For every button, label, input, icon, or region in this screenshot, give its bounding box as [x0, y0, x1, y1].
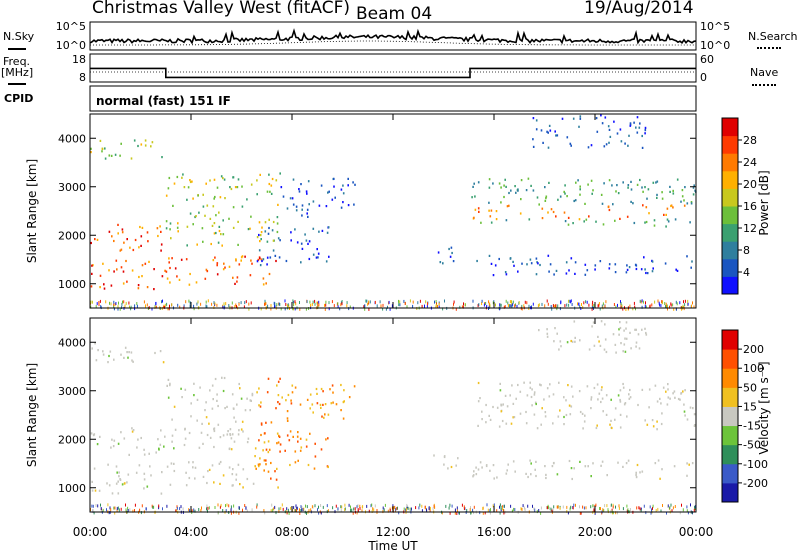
colorbar-tick: 4 [743, 266, 750, 279]
y-tick-label: 4000 [58, 336, 86, 349]
noise-panel-frame [89, 21, 697, 51]
power-panel-frame [89, 113, 697, 309]
nave-label: Nave [750, 66, 779, 79]
freq-yticks: 18 60 8 0 [72, 53, 714, 84]
x-tick-label: 08:00 [275, 525, 310, 539]
velocity-heatmap-cells [90, 320, 696, 515]
y-tick-label: 2000 [58, 433, 86, 446]
velocity-yticks: 1000 2000 3000 4000 [58, 336, 696, 495]
noise-yticks: 10^5 10^5 10^0 10^0 [56, 20, 730, 52]
colorbar-tick: 16 [743, 200, 757, 213]
x-axis-label: Time UT [367, 539, 418, 553]
y-tick-label: 4000 [58, 132, 86, 145]
nsearch-label: N.Search [748, 30, 798, 43]
x-tick-label: 00:00 [679, 525, 714, 539]
y-tick-label: 1000 [58, 482, 86, 495]
colorbar-tick: -100 [743, 458, 768, 471]
x-tick-label: 04:00 [174, 525, 209, 539]
x-tick-label: 00:00 [73, 525, 108, 539]
colorbar-tick: -200 [743, 477, 768, 490]
colorbar-tick: 15 [743, 400, 757, 413]
side-tick-right: 0 [700, 71, 707, 84]
colorbar-tick: 8 [743, 244, 750, 257]
y-tick-label: 3000 [58, 385, 86, 398]
cpid-label: CPID [4, 92, 34, 105]
mhz-label: [MHz] [1, 66, 34, 79]
freq-legend-line [8, 83, 26, 85]
nsky-label: N.Sky [3, 30, 35, 43]
freq-line [90, 67, 696, 79]
power-heatmap-cells [90, 114, 697, 311]
beam-label: Beam 04 [356, 4, 433, 24]
freq-label: Freq. [3, 55, 31, 68]
side-tick-right: 10^0 [700, 39, 730, 52]
cpid-text: normal (fast) 151 IF [96, 94, 231, 108]
side-tick-right: 60 [700, 53, 714, 66]
velocity-colorbar: 200 100 50 15 -15 -50 -100 -200 [721, 329, 768, 503]
date-label: 19/Aug/2014 [584, 0, 694, 18]
y-tick-label: 3000 [58, 181, 86, 194]
y-tick-label: 2000 [58, 229, 86, 242]
colorbar-tick: 28 [743, 134, 757, 147]
power-ylabel: Slant Range [km] [25, 159, 39, 263]
colorbar-tick: 200 [743, 343, 764, 356]
colorbar-tick: -50 [743, 439, 761, 452]
side-tick-left: 18 [72, 53, 86, 66]
nsky-legend-line [8, 48, 26, 50]
power-yticks: 1000 2000 3000 4000 [58, 132, 696, 291]
nave-legend-line [752, 84, 776, 86]
colorbar-tick: -15 [743, 420, 761, 433]
x-tick-label: 12:00 [376, 525, 411, 539]
colorbar-tick: 12 [743, 222, 757, 235]
power-colorbar-label: Power [dB] [757, 170, 771, 235]
colorbar-tick: 24 [743, 156, 757, 169]
nsearch-legend-line [757, 47, 781, 49]
colorbar-tick: 50 [743, 381, 757, 394]
side-tick-left: 10^5 [56, 20, 86, 33]
cpid-frame [89, 85, 697, 112]
power-colorbar: 4 8 12 16 20 24 28 [721, 117, 757, 295]
velocity-colorbar-label: Velocity [m s⁻¹] [757, 361, 771, 454]
chart-title: Christmas Valley West (fitACF) [92, 0, 351, 18]
y-tick-label: 1000 [58, 278, 86, 291]
x-axis-ticks: 00:00 04:00 08:00 12:00 16:00 20:00 00:00 [73, 114, 714, 539]
velocity-ylabel: Slant Range [km] [25, 363, 39, 467]
x-tick-label: 20:00 [578, 525, 613, 539]
noise-search-line [90, 40, 696, 46]
velocity-panel-frame [89, 317, 697, 513]
colorbar-tick: 100 [743, 362, 764, 375]
side-tick-left: 10^0 [56, 39, 86, 52]
colorbar-tick: 20 [743, 178, 757, 191]
x-tick-label: 16:00 [477, 525, 512, 539]
side-tick-left: 8 [79, 71, 86, 84]
side-tick-right: 10^5 [700, 20, 730, 33]
noise-sky-line [89, 28, 697, 45]
